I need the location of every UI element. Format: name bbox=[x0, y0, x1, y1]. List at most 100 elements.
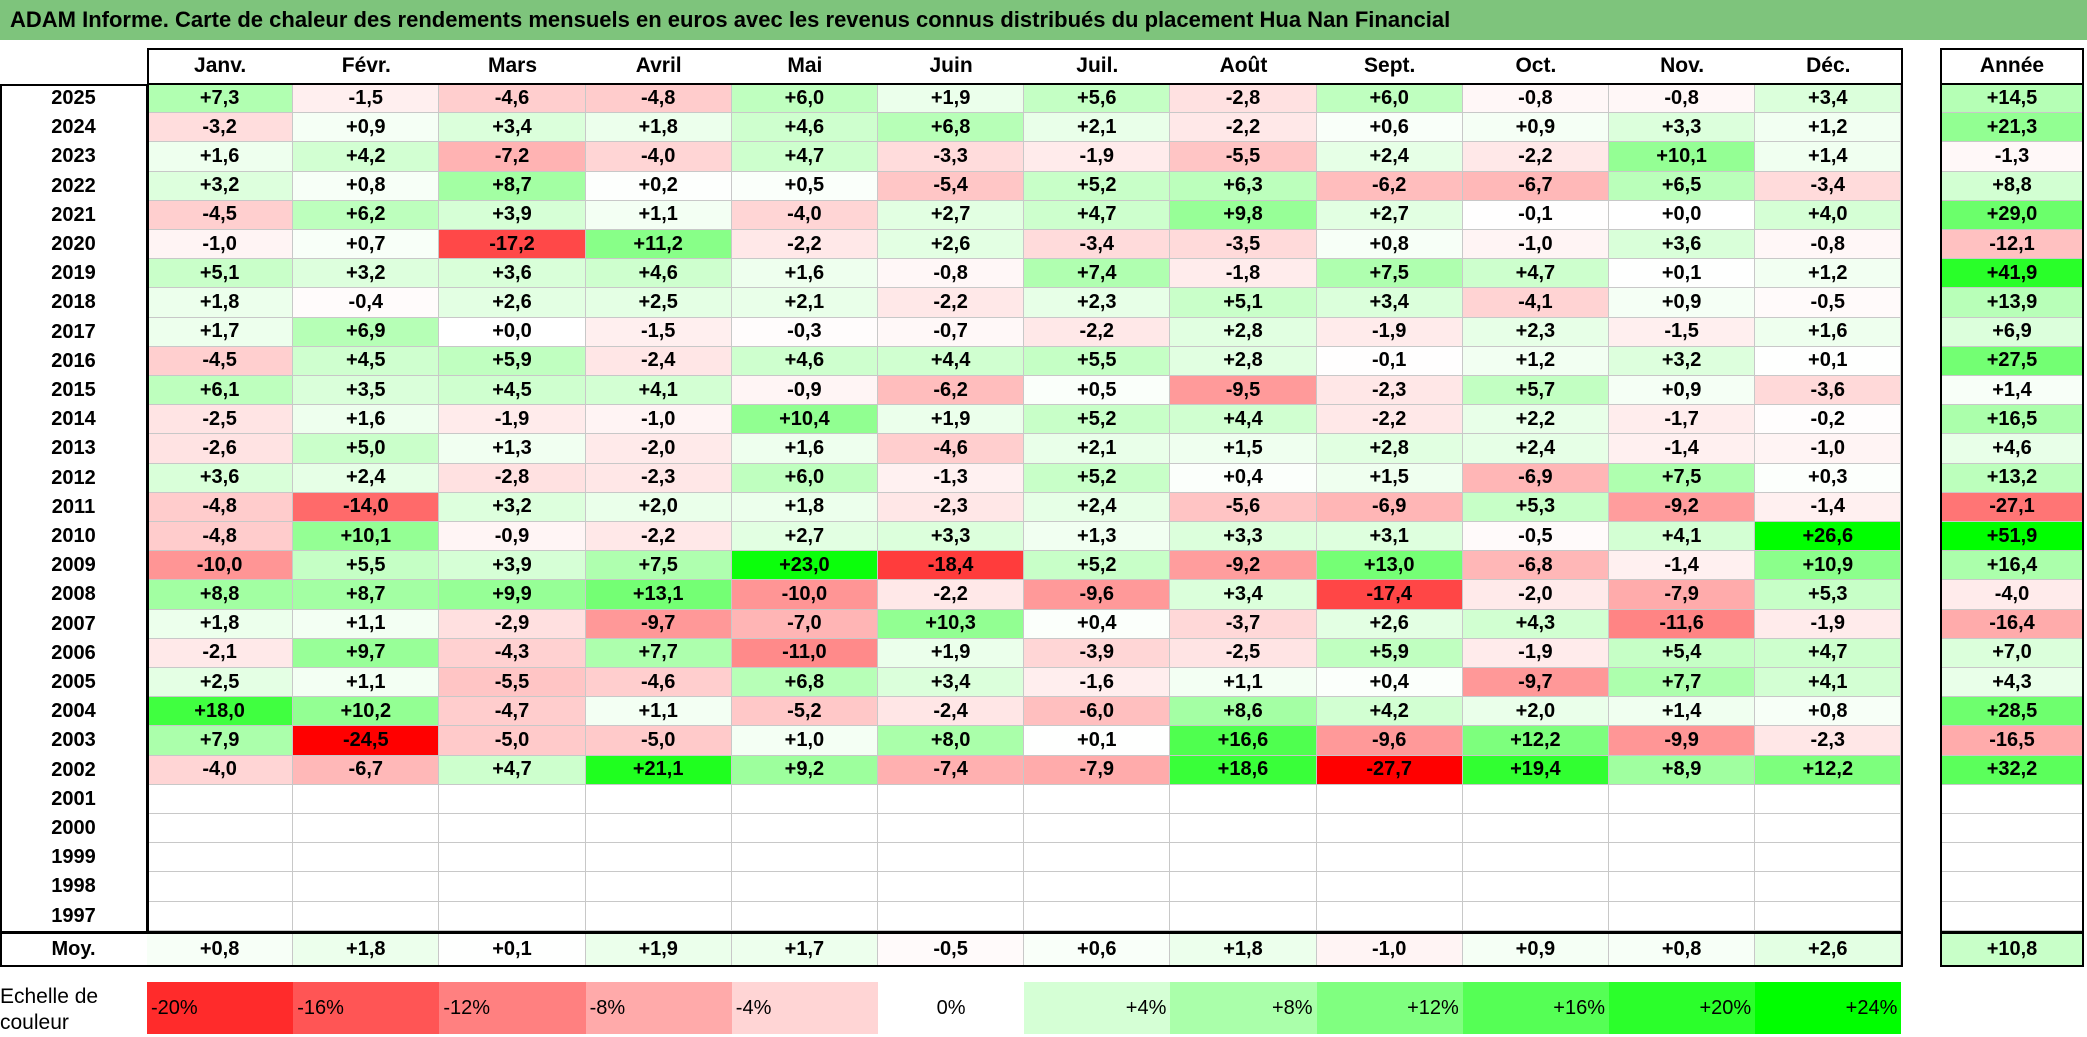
heatmap-cell: -3,3 bbox=[878, 142, 1025, 172]
heatmap-cell: +0,8 bbox=[293, 171, 440, 201]
heatmap-cell: -0,8 bbox=[1755, 230, 1902, 260]
heatmap-cell: +1,2 bbox=[1755, 113, 1902, 143]
heatmap-cell bbox=[439, 872, 586, 902]
heatmap-cell: +6,1 bbox=[147, 376, 294, 406]
year-label: 2020 bbox=[51, 233, 96, 256]
heatmap-cell: +4,7 bbox=[731, 142, 878, 172]
heatmap-cell: -11,0 bbox=[731, 638, 878, 668]
heatmap-cell: +1,9 bbox=[878, 638, 1025, 668]
heatmap-cell: +4,0 bbox=[1755, 200, 1902, 230]
heatmap-cell: -1,7 bbox=[1609, 405, 1756, 435]
heatmap-cell bbox=[1755, 872, 1902, 902]
heatmap-cell: -6,2 bbox=[1316, 171, 1463, 201]
heatmap-cell: -6,7 bbox=[1462, 171, 1609, 201]
heatmap-cell: +1,2 bbox=[1755, 259, 1902, 289]
heatmap-cell: +3,4 bbox=[1170, 580, 1317, 610]
heatmap-cell bbox=[585, 901, 732, 931]
heatmap-cell: +2,0 bbox=[1462, 697, 1609, 727]
heatmap-cell: +0,9 bbox=[1462, 113, 1609, 143]
heatmap-cell: -0,5 bbox=[1462, 522, 1609, 552]
year-label: 2018 bbox=[51, 291, 96, 314]
heatmap-cell: +5,2 bbox=[1024, 463, 1171, 493]
heatmap-cell: +4,7 bbox=[1024, 200, 1171, 230]
heatmap-cell: -1,5 bbox=[1609, 317, 1756, 347]
heatmap-cell bbox=[1609, 872, 1756, 902]
heatmap-cell: +2,8 bbox=[1170, 346, 1317, 376]
heatmap-cell: +2,5 bbox=[585, 288, 732, 318]
heatmap-cell: -2,4 bbox=[585, 346, 732, 376]
heatmap-cell bbox=[1609, 901, 1756, 931]
heatmap-cell bbox=[293, 814, 440, 844]
heatmap-cell: +3,3 bbox=[1170, 522, 1317, 552]
heatmap-cell: -0,1 bbox=[1316, 346, 1463, 376]
year-column-frame bbox=[0, 84, 148, 933]
heatmap-cell: +8,7 bbox=[293, 580, 440, 610]
heatmap-cell: -2,3 bbox=[1755, 726, 1902, 756]
heatmap-cell bbox=[878, 843, 1025, 873]
heatmap-cell: -2,2 bbox=[585, 522, 732, 552]
heatmap-cell: +2,7 bbox=[731, 522, 878, 552]
heatmap-cell: +0,7 bbox=[293, 230, 440, 260]
month-header: Août bbox=[1219, 54, 1268, 77]
heatmap-cell: -6,9 bbox=[1316, 492, 1463, 522]
heatmap-cell: +0,9 bbox=[1609, 376, 1756, 406]
heatmap-cell: +5,9 bbox=[439, 346, 586, 376]
heatmap-cell: +0,4 bbox=[1170, 463, 1317, 493]
heatmap-cell: +10,9 bbox=[1755, 551, 1902, 581]
heatmap-cell: +3,2 bbox=[293, 259, 440, 289]
heatmap-cell: -2,2 bbox=[1170, 113, 1317, 143]
heatmap-cell: +18,6 bbox=[1170, 755, 1317, 785]
heatmap-cell: -7,4 bbox=[878, 755, 1025, 785]
header-underline bbox=[147, 83, 1904, 85]
heatmap-cell: +3,2 bbox=[147, 171, 294, 201]
heatmap-cell: +1,9 bbox=[878, 84, 1025, 114]
heatmap-cell: -1,9 bbox=[1316, 317, 1463, 347]
year-label: 2009 bbox=[51, 554, 96, 577]
heatmap-cell: -4,6 bbox=[878, 434, 1025, 464]
heatmap-cell: -2,3 bbox=[878, 492, 1025, 522]
heatmap-cell: -1,3 bbox=[878, 463, 1025, 493]
heatmap-cell bbox=[1170, 872, 1317, 902]
month-header: Janv. bbox=[194, 54, 247, 77]
average-cell: -1,0 bbox=[1316, 933, 1463, 966]
year-label: 2007 bbox=[51, 612, 96, 635]
heatmap-cell bbox=[1316, 901, 1463, 931]
month-header: Mai bbox=[787, 54, 823, 77]
heatmap-cell: -2,1 bbox=[147, 638, 294, 668]
heatmap-cell: -7,0 bbox=[731, 609, 878, 639]
heatmap-cell: +1,4 bbox=[1609, 697, 1756, 727]
heatmap-cell: -2,3 bbox=[1316, 376, 1463, 406]
heatmap-cell: +8,7 bbox=[439, 171, 586, 201]
annual-header-underline bbox=[1940, 83, 2084, 85]
heatmap-cell bbox=[1755, 784, 1902, 814]
year-label: 2015 bbox=[51, 379, 96, 402]
heatmap-cell: +5,6 bbox=[1024, 84, 1171, 114]
heatmap-cell: +1,6 bbox=[1755, 317, 1902, 347]
heatmap-cell bbox=[147, 843, 294, 873]
heatmap-cell: +5,1 bbox=[147, 259, 294, 289]
heatmap-cell: +0,8 bbox=[1316, 230, 1463, 260]
heatmap-cell: +2,6 bbox=[439, 288, 586, 318]
heatmap-cell bbox=[585, 843, 732, 873]
heatmap-cell: +4,6 bbox=[731, 346, 878, 376]
annual-cell bbox=[1940, 901, 2084, 931]
heatmap-cell: +10,4 bbox=[731, 405, 878, 435]
heatmap-cell bbox=[1609, 784, 1756, 814]
year-label: 2000 bbox=[51, 817, 96, 840]
heatmap-cell: -2,2 bbox=[878, 580, 1025, 610]
annual-cell: +13,2 bbox=[1940, 463, 2084, 493]
heatmap-cell: +3,9 bbox=[439, 551, 586, 581]
heatmap-cell: +7,7 bbox=[585, 638, 732, 668]
heatmap-cell bbox=[1755, 843, 1902, 873]
color-scale-swatch: -8% bbox=[585, 982, 732, 1034]
heatmap-cell: -0,4 bbox=[293, 288, 440, 318]
heatmap-cell: -6,7 bbox=[293, 755, 440, 785]
month-header: Nov. bbox=[1660, 54, 1705, 77]
heatmap-cell: -7,2 bbox=[439, 142, 586, 172]
annual-cell: +32,2 bbox=[1940, 755, 2084, 785]
annual-cell: +7,0 bbox=[1940, 638, 2084, 668]
color-scale-swatch: +8% bbox=[1170, 982, 1317, 1034]
heatmap-cell: -1,4 bbox=[1755, 492, 1902, 522]
annual-header: Année bbox=[1979, 54, 2045, 77]
heatmap-cell bbox=[1462, 784, 1609, 814]
